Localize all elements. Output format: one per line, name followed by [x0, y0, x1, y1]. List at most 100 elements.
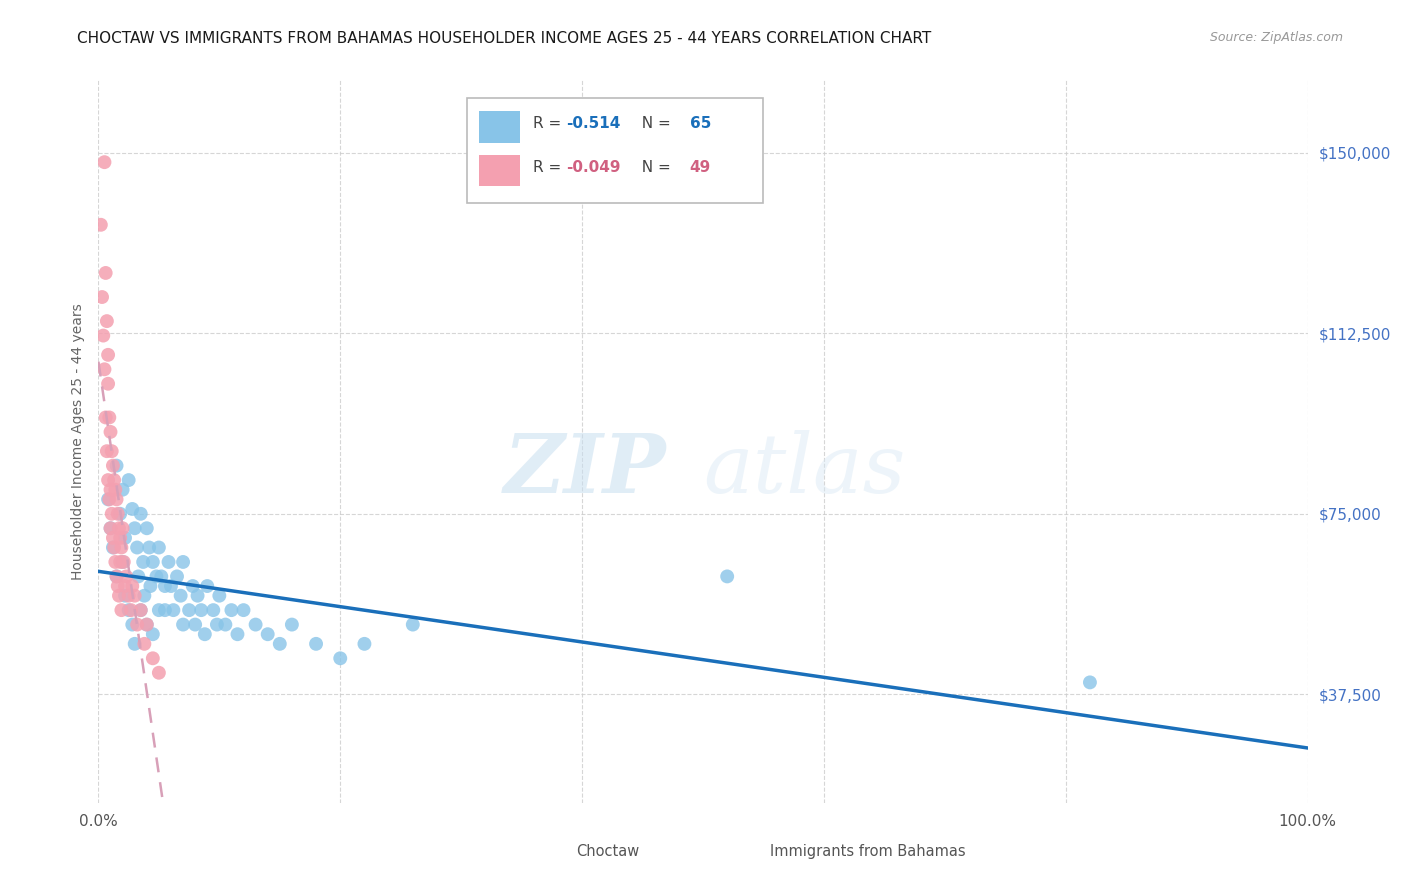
Point	[232, 603, 254, 617]
Point	[98, 410, 121, 425]
Point	[129, 603, 152, 617]
Point	[108, 521, 131, 535]
Point	[153, 579, 176, 593]
Text: 49: 49	[690, 160, 711, 175]
Text: R =: R =	[533, 117, 565, 131]
Point	[121, 617, 143, 632]
Point	[100, 521, 122, 535]
Point	[103, 473, 125, 487]
Point	[202, 603, 225, 617]
Point	[190, 603, 212, 617]
Point	[132, 555, 155, 569]
Point	[148, 603, 170, 617]
Point	[305, 637, 328, 651]
Point	[93, 362, 115, 376]
Point	[172, 617, 194, 632]
Point	[98, 492, 121, 507]
Text: atlas: atlas	[703, 431, 905, 510]
Point	[169, 589, 191, 603]
Point	[100, 444, 122, 458]
Point	[110, 541, 132, 555]
Point	[105, 569, 128, 583]
Point	[138, 541, 160, 555]
Text: ZIP: ZIP	[505, 431, 666, 510]
Point	[101, 458, 124, 473]
Point	[103, 541, 125, 555]
Point	[205, 617, 228, 632]
Point	[97, 348, 120, 362]
Point	[121, 502, 143, 516]
Point	[208, 589, 231, 603]
Point	[124, 521, 146, 535]
Point	[105, 569, 128, 583]
Text: N =: N =	[631, 117, 675, 131]
Text: N =: N =	[631, 160, 675, 175]
Point	[221, 603, 243, 617]
Point	[184, 617, 207, 632]
Point	[105, 458, 128, 473]
Point	[166, 569, 188, 583]
Point	[281, 617, 304, 632]
Point	[187, 589, 209, 603]
Point	[134, 637, 156, 651]
Point	[100, 425, 122, 439]
Point	[96, 314, 118, 328]
Text: R =: R =	[533, 160, 565, 175]
Point	[172, 555, 194, 569]
Point	[160, 579, 183, 593]
FancyBboxPatch shape	[479, 154, 520, 186]
Point	[150, 569, 173, 583]
Point	[91, 290, 114, 304]
FancyBboxPatch shape	[479, 112, 520, 143]
Text: -0.514: -0.514	[567, 117, 620, 131]
Point	[402, 617, 425, 632]
Text: Choctaw: Choctaw	[576, 844, 640, 859]
Point	[115, 569, 138, 583]
Point	[329, 651, 352, 665]
Point	[142, 555, 165, 569]
Point	[129, 507, 152, 521]
Point	[134, 589, 156, 603]
Point	[194, 627, 217, 641]
Point	[142, 651, 165, 665]
Point	[104, 483, 127, 497]
Point	[226, 627, 249, 641]
Point	[195, 579, 218, 593]
Point	[145, 569, 167, 583]
Point	[97, 473, 120, 487]
Point	[142, 627, 165, 641]
Point	[127, 569, 149, 583]
Point	[100, 483, 122, 497]
Point	[135, 617, 157, 632]
Point	[716, 569, 738, 583]
Point	[135, 521, 157, 535]
Point	[121, 579, 143, 593]
Point	[114, 531, 136, 545]
Point	[153, 603, 176, 617]
Point	[118, 603, 141, 617]
Point	[1078, 675, 1101, 690]
Point	[148, 665, 170, 680]
Point	[101, 531, 124, 545]
Point	[90, 218, 112, 232]
Point	[111, 555, 134, 569]
Point	[114, 589, 136, 603]
Point	[179, 603, 201, 617]
Point	[111, 483, 134, 497]
Point	[118, 589, 141, 603]
Point	[245, 617, 267, 632]
Point	[108, 507, 131, 521]
Point	[127, 617, 149, 632]
Point	[181, 579, 204, 593]
Point	[139, 579, 162, 593]
Point	[118, 473, 141, 487]
Point	[120, 603, 142, 617]
Point	[105, 492, 128, 507]
Point	[107, 507, 129, 521]
Point	[114, 579, 136, 593]
Point	[124, 637, 146, 651]
Point	[112, 555, 135, 569]
Point	[127, 541, 149, 555]
FancyBboxPatch shape	[531, 839, 569, 864]
Point	[108, 555, 131, 569]
